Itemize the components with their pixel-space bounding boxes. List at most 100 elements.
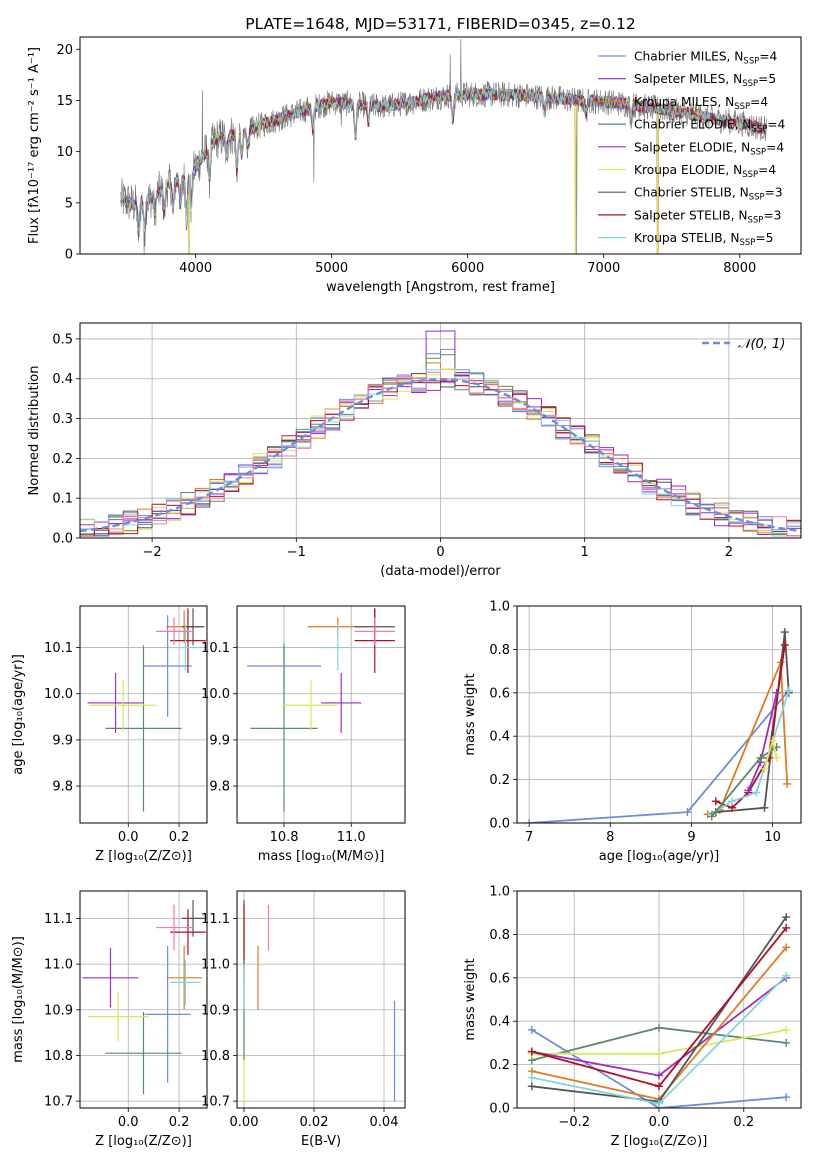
x-tick-label: 0.2	[733, 1115, 754, 1130]
legend-entry-tail: =4	[758, 163, 776, 177]
x-tick-label: −0.2	[558, 1115, 590, 1130]
x-tick-label: 0.0	[118, 1115, 139, 1130]
series-marker	[655, 1082, 663, 1091]
legend-entry-sub: SSP	[747, 215, 763, 225]
series-marker	[782, 1093, 791, 1102]
ebv_mass-axes: 0.00 0.02 0.04 10.7 10.8 10.9 11.0 11.1 E(B-V)	[201, 891, 405, 1149]
y-axis-label: mass [log₁₀(M/M⊙)]	[11, 936, 26, 1063]
x-tick-label: 0.04	[370, 1115, 399, 1130]
series-marker	[744, 786, 753, 795]
legend-entry-sub: SSP	[734, 102, 750, 112]
series-marker	[772, 753, 781, 762]
y-tick-label: 0.4	[489, 1015, 510, 1030]
y-tick-label: 10.8	[201, 1049, 230, 1064]
y-tick-label: 11.0	[201, 958, 230, 973]
series-marker	[780, 628, 789, 637]
error-bar-point	[156, 617, 192, 646]
y-tick-label: 10.1	[44, 641, 73, 656]
series-marker	[782, 971, 791, 980]
normal-reference-curve	[80, 377, 801, 533]
y-tick-label: 15	[56, 94, 73, 109]
legend-entry-tail: =3	[763, 208, 781, 222]
series-marker	[760, 764, 769, 773]
legend-entry-sub: SSP	[740, 238, 756, 248]
x-tick-label: 0.0	[649, 1115, 670, 1130]
z_mass_weight-frame	[516, 890, 802, 1109]
spectrum-frame	[79, 36, 802, 255]
x-tick-label: 9	[687, 830, 695, 845]
ebv_mass-frame	[236, 890, 406, 1109]
spectrum-axes: 4000 5000 6000 7000 8000 0 5 10 15 20 wavelength […	[27, 43, 756, 295]
series-marker	[527, 1047, 536, 1056]
x-axis-label: (data-model)/error	[380, 564, 501, 579]
x-tick-label: 1	[581, 545, 589, 560]
y-axis-label: Normed distribution	[27, 366, 42, 496]
error-bar-point	[284, 679, 338, 731]
y-tick-label: 10.0	[44, 687, 73, 702]
y-axis-label: Flux [fλ10⁻¹⁷ erg cm⁻² s⁻¹ A⁻¹]	[27, 47, 42, 244]
series-marker	[655, 1023, 663, 1032]
legend-entry-tail: =4	[759, 50, 777, 64]
age_mass_weight-axes: 7 8 9 10 0.0 0.2 0.4 0.6 0.8 1.0 age [log₁₀(age/yr…	[463, 600, 801, 864]
legend-entry-tail: =5	[758, 72, 776, 86]
series-marker	[752, 788, 761, 797]
legend-entry: Salpeter ELODIE, NSSP=4	[634, 140, 784, 157]
legend-entry-tail: =4	[766, 140, 784, 154]
legend-entry-label: Kroupa STELIB, N	[634, 231, 740, 245]
x-axis-label: age [log₁₀(age/yr)]	[599, 849, 720, 864]
error-bar-point	[181, 900, 205, 937]
age_mass_weight-frame	[516, 605, 802, 824]
series-marker	[782, 1025, 791, 1034]
legend-entry: Kroupa ELODIE, NSSP=4	[634, 163, 776, 180]
histogram-salpeter_miles	[80, 330, 801, 537]
residuals-legend: 𝒩(0, 1)	[702, 337, 785, 352]
legend-entry-sub: SSP	[742, 170, 758, 180]
series-line-0	[529, 690, 790, 823]
series-marker	[782, 913, 791, 922]
y-tick-label: 11.1	[201, 912, 230, 927]
error-bar-point	[170, 909, 206, 955]
y-tick-label: 10.7	[44, 1095, 73, 1110]
y-tick-label: 10.9	[44, 1003, 73, 1018]
error-bar-point	[250, 645, 318, 812]
error-bar-point	[105, 1012, 182, 1095]
x-tick-label: 0.0	[118, 830, 139, 845]
z_mass-frame	[79, 890, 208, 1109]
x-tick-label: 10.8	[270, 830, 299, 845]
residuals-axes: −2 −1 0 1 2 0.0 0.1 0.2 0.3 0.4 0.5 (data-model)/er…	[27, 323, 801, 579]
y-tick-label: 0.8	[489, 928, 510, 943]
series-marker	[655, 1049, 663, 1058]
y-tick-label: 0	[65, 248, 73, 263]
legend-entry: Kroupa STELIB, NSSP=5	[634, 231, 773, 248]
y-tick-label: 0.8	[489, 643, 510, 658]
series-marker	[782, 1038, 791, 1047]
z_mass_weight-axes: −0.2 0.0 0.2 0.0 0.2 0.4 0.6 0.8 1.0 Z [log₁₀(Z/Z…	[463, 885, 801, 1149]
y-tick-label: 0.6	[489, 686, 510, 701]
y-tick-label: 10.7	[201, 1095, 230, 1110]
series-marker	[683, 808, 692, 817]
z_age-frame	[79, 605, 208, 824]
legend-entry-sub: SSP	[749, 193, 765, 203]
legend-entry-label: Chabrier STELIB, N	[634, 186, 749, 200]
y-tick-label: 10.1	[201, 641, 230, 656]
y-tick-label: 9.9	[52, 733, 73, 748]
legend-entry-tail: =4	[750, 95, 768, 109]
legend-entry-sub: SSP	[750, 147, 766, 157]
series-marker	[527, 1073, 536, 1082]
y-tick-label: 0.5	[52, 332, 73, 347]
legend-entry-sub: SSP	[751, 125, 767, 135]
y-tick-label: 1.0	[489, 600, 510, 615]
y-tick-label: 0.3	[52, 412, 73, 427]
series-marker	[525, 819, 534, 823]
legend-entry-tail: =5	[755, 231, 773, 245]
series-marker	[527, 1082, 536, 1091]
legend-entry: Chabrier STELIB, NSSP=3	[634, 186, 783, 203]
series-marker	[527, 1025, 536, 1034]
x-tick-label: 0.00	[230, 1115, 259, 1130]
error-bar-point	[354, 617, 395, 646]
series-marker	[760, 803, 769, 812]
y-tick-label: 10	[56, 145, 73, 160]
error-bar-point	[170, 959, 201, 1006]
residuals-frame	[79, 322, 802, 539]
